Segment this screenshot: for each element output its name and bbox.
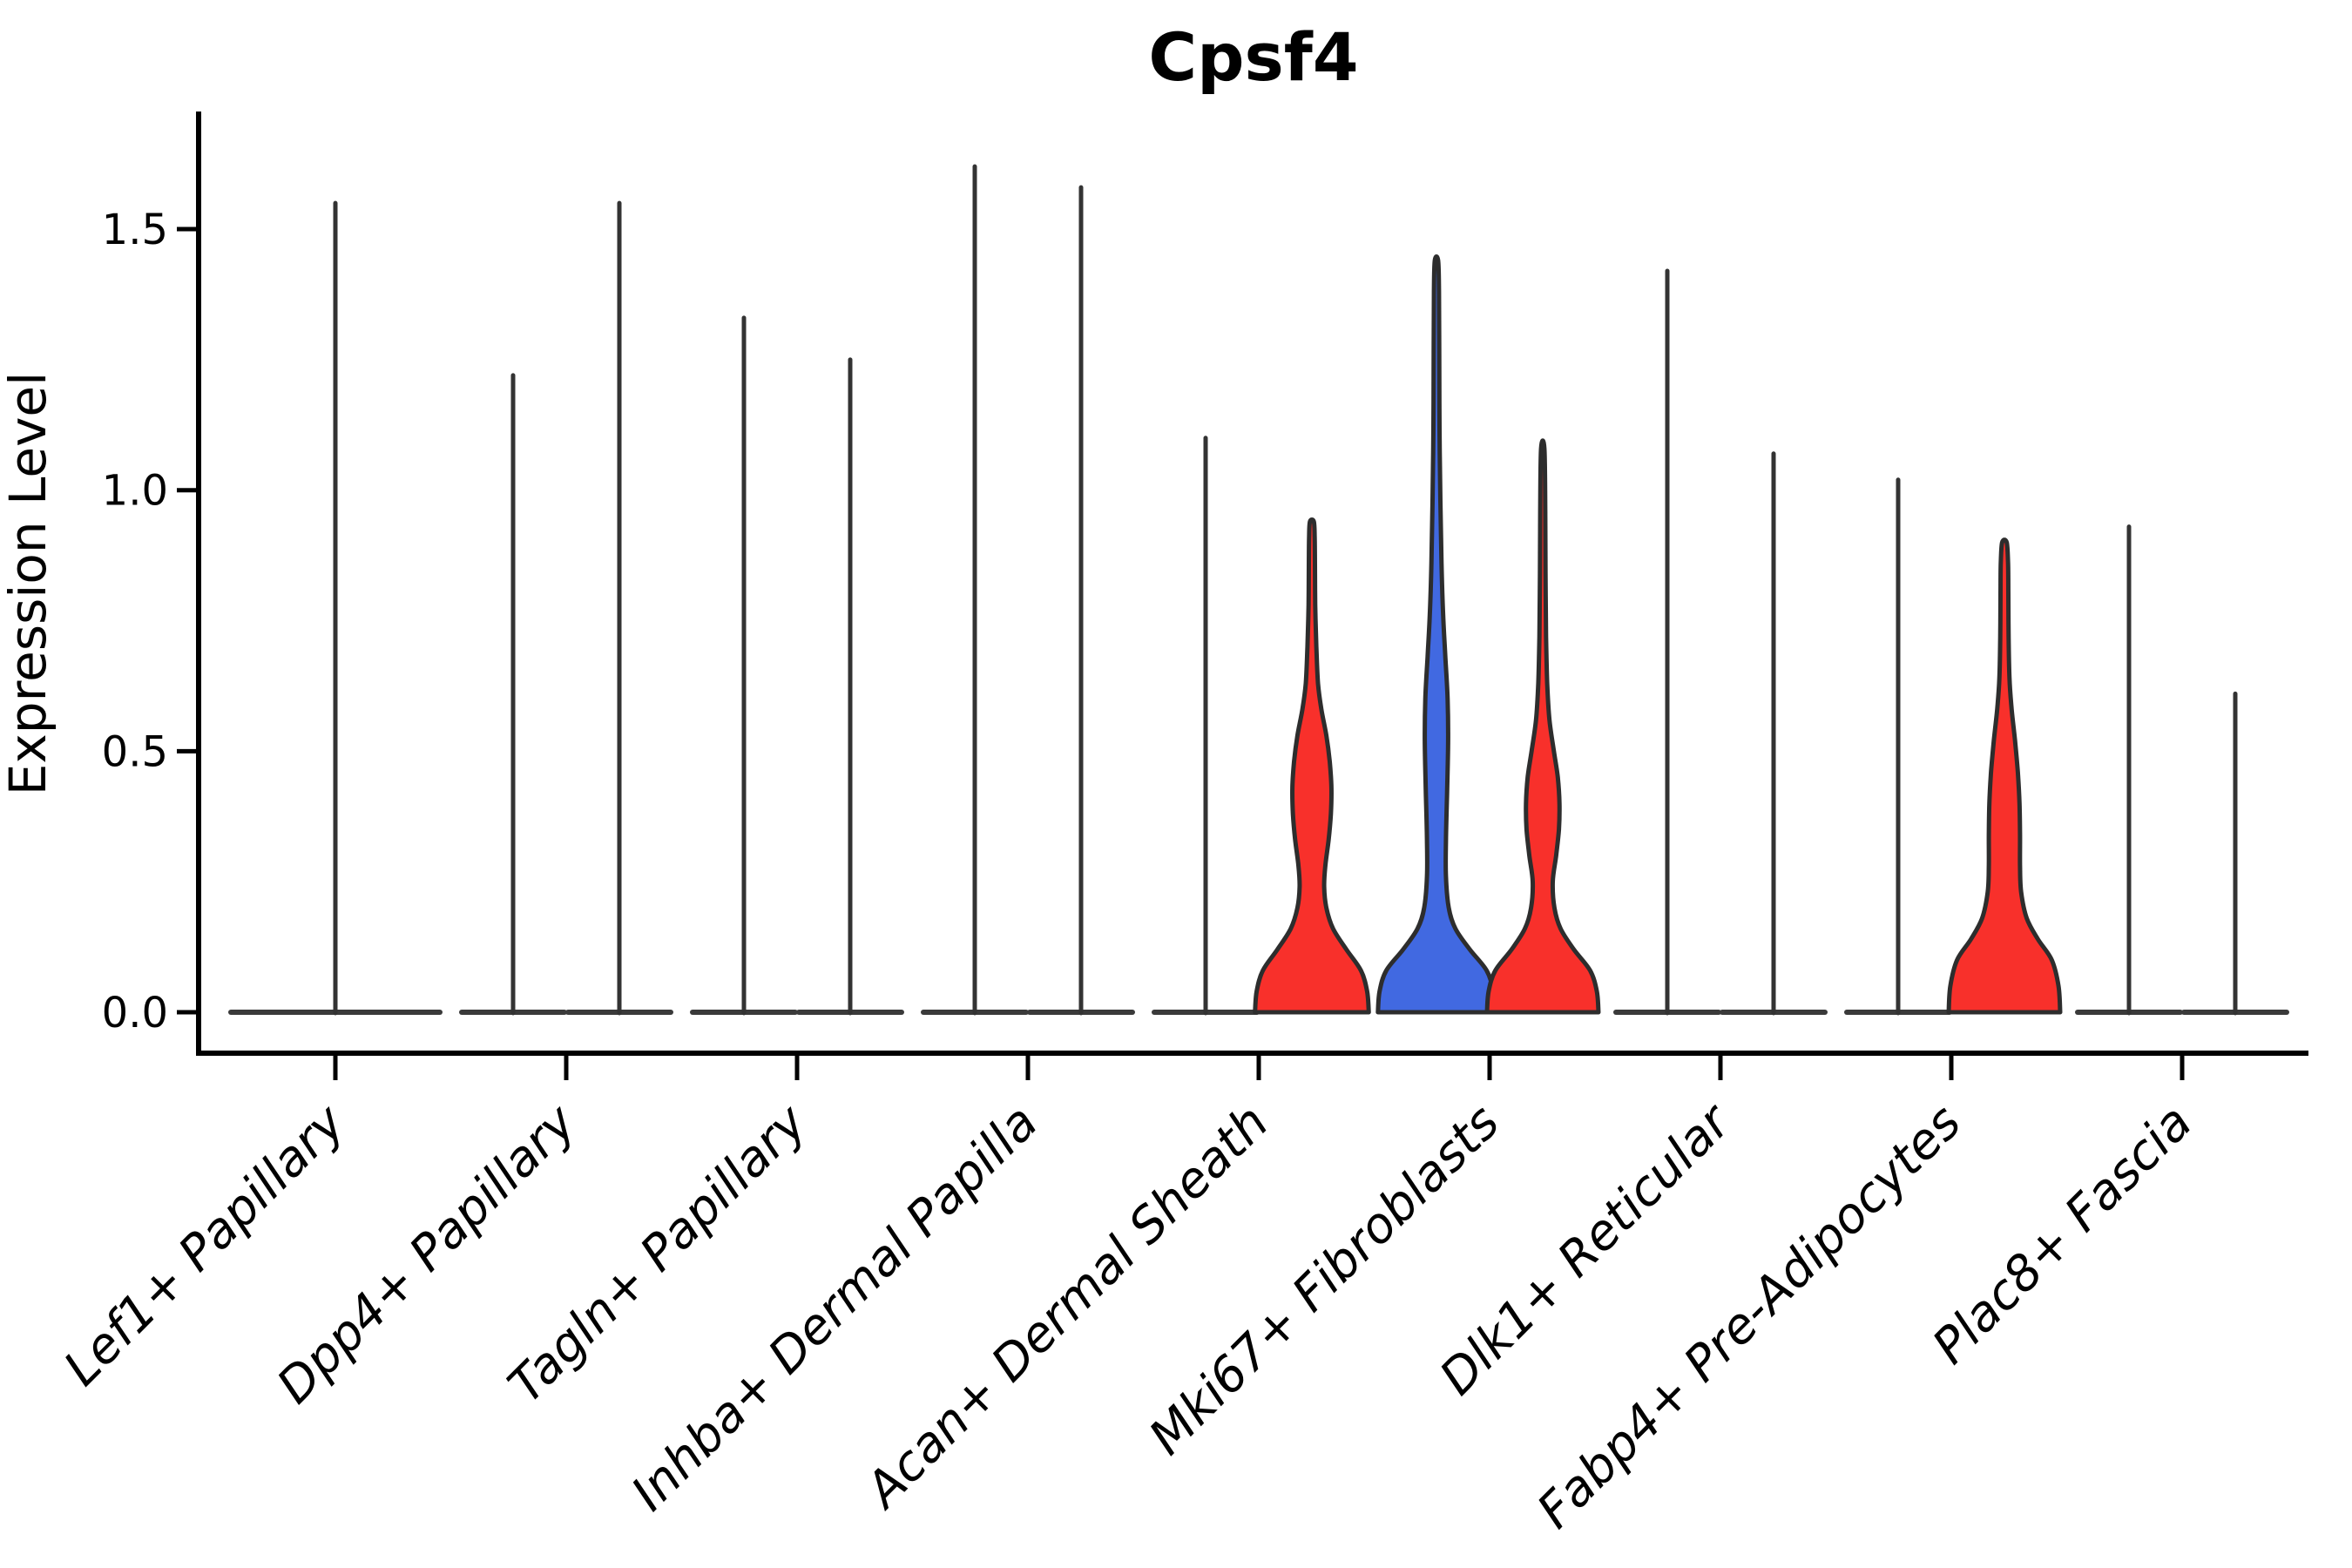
violin-body-red [1253, 517, 1371, 1015]
y-tick-label: 0.0 [102, 989, 168, 1037]
y-tick-label: 1.5 [102, 206, 168, 254]
violin-body-red [1946, 537, 2063, 1015]
chart-title: Cpsf4 [1148, 18, 1358, 96]
y-tick-label: 0.5 [102, 727, 168, 776]
violin-body-blue [1375, 254, 1497, 1015]
violins-layer [228, 164, 2289, 1016]
violin-body-red [1484, 438, 1601, 1015]
y-tick-label: 1.0 [102, 467, 168, 516]
y-axis-label: Expression Level [0, 372, 57, 795]
